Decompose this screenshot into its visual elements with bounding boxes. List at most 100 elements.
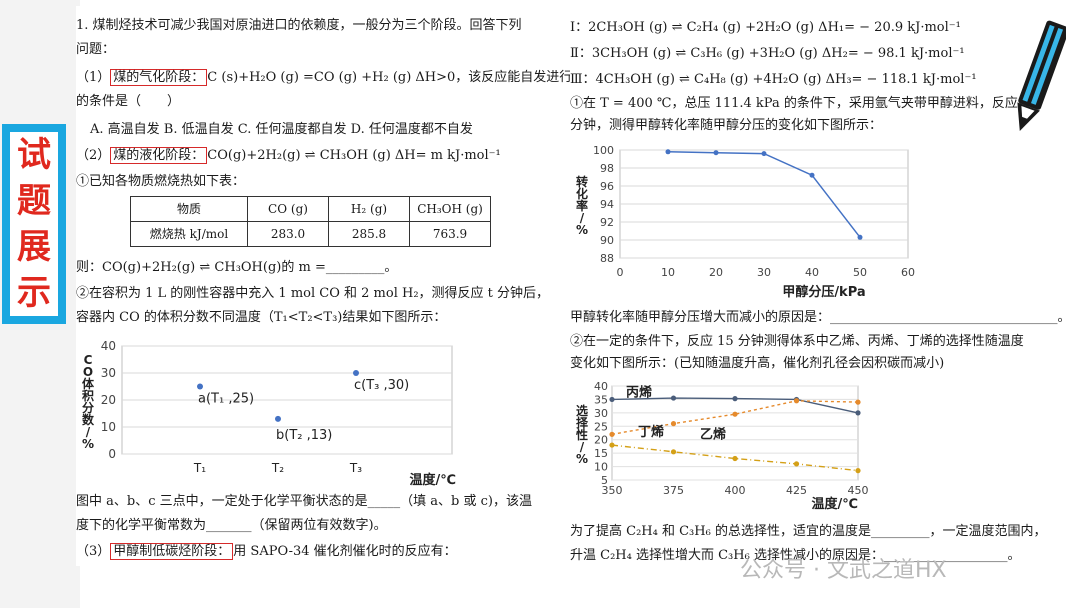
sidebar: 试 题 展 示 <box>0 0 80 608</box>
x-axis-label: 温度/℃ <box>812 496 859 512</box>
data-point <box>855 468 861 474</box>
y-tick-label: 94 <box>600 198 614 211</box>
x-tick-label: 375 <box>663 484 684 497</box>
section-badge: 试 题 展 示 <box>2 124 66 324</box>
sub-question-2-ask: 为了提高 C₂H₄ 和 C₃H₆ 的总选择性，适宜的温度是_________，一… <box>570 524 1047 539</box>
badge-char: 示 <box>17 273 51 313</box>
part3-line: （3） 甲醇制低碳烃阶段：用 SAPO-34 催化剂催化时的反应有： <box>76 542 457 562</box>
data-point <box>275 415 281 422</box>
y-axis-label: 转化率/% <box>576 174 588 237</box>
data-point <box>197 383 203 390</box>
data-point <box>761 151 767 157</box>
x-tick-label: 450 <box>848 484 869 497</box>
part2-sub2-cont: 容器内 CO 的体积分数不同温度（T₁<T₂<T₃)结果如下图所示： <box>76 310 447 325</box>
table-header: 物质 <box>130 196 248 222</box>
data-point <box>670 449 677 455</box>
data-label: c(T₃ ,30) <box>354 378 409 393</box>
data-point <box>713 150 719 156</box>
x-tick-label: 60 <box>901 266 915 279</box>
sub-question-2-ask-cont: 升温 C₂H₄ 选择性增大而 C₃H₆ 选择性减小的原因是：__________… <box>570 548 1021 563</box>
x-tick-label: 20 <box>709 266 723 279</box>
data-label: a(T₁ ,25) <box>198 392 254 407</box>
x-axis-label: 温度/℃ <box>410 472 457 486</box>
y-axis-label: C O 体积分数/% <box>82 353 95 451</box>
data-point <box>353 370 359 376</box>
table-header-row: 物质 CO (g) H₂ (g) CH₃OH (g) <box>130 196 491 222</box>
y-tick-label: 30 <box>101 366 116 380</box>
table-header: CH₃OH (g) <box>409 196 491 222</box>
series-line <box>611 444 859 472</box>
reaction-2: Ⅱ：3CH₃OH (g) ⇌ C₃H₆ (g) +3H₂O (g) ΔH₂= −… <box>570 46 965 61</box>
sub-question-1-cont: 分钟，测得甲醇转化率随甲醇分压的变化如下图所示： <box>570 118 883 133</box>
x-tick-label: 30 <box>757 266 771 279</box>
table-cell: 285.8 <box>328 221 410 247</box>
reaction-3: Ⅲ：4CH₃OH (g) ⇌ C₄H₈ (g) +4H₂O (g) ΔH₃= −… <box>570 72 977 87</box>
x-tick-label: 400 <box>725 484 746 497</box>
table-cell: 283.0 <box>247 221 329 247</box>
series-label: 乙烯 <box>700 426 726 442</box>
x-tick-label: T₁ <box>193 461 206 475</box>
part2-equation: CO(g)+2H₂(g) ⇌ CH₃OH (g) ΔH= m kJ·mol⁻¹ <box>207 148 501 163</box>
y-tick-label: 20 <box>101 393 116 407</box>
data-point <box>809 172 815 178</box>
x-tick-label: 350 <box>602 484 623 497</box>
reaction-1: Ⅰ：2CH₃OH (g) ⇌ C₂H₄ (g) +2H₂O (g) ΔH₁= −… <box>570 20 961 35</box>
y-tick-label: 35 <box>594 393 608 406</box>
part2-line: （2） 煤的液化阶段： CO(g)+2H₂(g) ⇌ CH₃OH (g) ΔH= m… <box>76 146 501 166</box>
question-title-cont: 问题： <box>76 42 116 57</box>
data-point <box>793 461 800 467</box>
data-point <box>670 395 677 401</box>
y-tick-label: 25 <box>594 420 608 433</box>
part1-line2: 的条件是（ ） <box>76 94 181 109</box>
y-tick-label: 98 <box>600 162 614 175</box>
watermark: 公众号 · 文武之道HX <box>740 558 947 583</box>
series-line <box>667 151 861 238</box>
y-axis-label: 选择性/% <box>575 403 589 466</box>
data-label: b(T₂ ,13) <box>276 428 332 443</box>
part1-options: A. 高温自发 B. 低温自发 C. 任何温度都自发 D. 任何温度都不自发 <box>90 122 473 137</box>
sub-question-1-ask: 甲醇转化率随甲醇分压增大而减小的原因是：____________________… <box>570 310 1071 325</box>
right-page: Ⅰ：2CH₃OH (g) ⇌ C₂H₄ (g) +2H₂O (g) ΔH₁= −… <box>570 6 1071 566</box>
data-point <box>793 398 800 404</box>
y-tick-label: 0 <box>108 447 116 461</box>
data-point <box>609 396 615 403</box>
question-title: 1. 煤制烃技术可减少我国对原油进口的依赖度，一般分为三个阶段。回答下列 <box>76 18 522 33</box>
data-point <box>732 455 738 462</box>
y-tick-label: 10 <box>101 420 116 434</box>
badge-char: 试 <box>17 135 51 175</box>
y-tick-label: 88 <box>600 252 614 265</box>
part2-number: （2） <box>76 148 111 163</box>
y-tick-label: 40 <box>101 339 116 353</box>
co-fraction-chart: 0 10 20 30 40 T₁ T₂ T₃ a(T₁ ,25) b(T₂ ,13) c(T₃ ,3… <box>82 339 457 486</box>
conversion-chart: 88 90 92 94 96 98 100 0 10 20 30 40 50 60 转化率/% 甲醇分压/kP… <box>576 144 915 300</box>
x-tick-label: 10 <box>661 266 675 279</box>
y-tick-label: 10 <box>594 461 608 474</box>
badge-char: 题 <box>17 181 51 221</box>
part1-highlight: 煤的气化阶段： <box>110 69 208 86</box>
x-tick-label: T₂ <box>271 461 284 475</box>
table-cell: 燃烧热 kJ/mol <box>130 221 248 247</box>
part1-number: （1） <box>76 70 111 85</box>
y-tick-label: 5 <box>601 474 608 487</box>
x-axis-label: 甲醇分压/kPa <box>782 284 865 300</box>
left-page: 1. 煤制烃技术可减少我国对原油进口的依赖度，一般分为三个阶段。回答下列 问题：… <box>76 6 572 566</box>
part3-highlight: 甲醇制低碳烃阶段： <box>110 543 234 560</box>
y-tick-label: 30 <box>594 407 608 420</box>
data-point <box>855 410 861 416</box>
series-label: 丙烯 <box>626 384 652 400</box>
table-header: CO (g) <box>247 196 329 222</box>
table-row: 燃烧热 kJ/mol 283.0 285.8 763.9 <box>130 221 491 247</box>
y-tick-label: 20 <box>594 434 608 447</box>
part2-ask: 则：CO(g)+2H₂(g) ⇌ CH₃OH(g)的 m =_________。 <box>76 260 398 275</box>
sub-question-2-cont: 变化如下图所示：(已知随温度升高，催化剂孔径会因积碳而减小) <box>570 356 945 371</box>
data-point <box>609 431 615 437</box>
x-tick-label: 425 <box>786 484 807 497</box>
part2-ask2: 图中 a、b、c 三点中，一定处于化学平衡状态的是_____（填 a、b 或 c… <box>76 494 532 509</box>
series-label: 丁烯 <box>638 424 664 440</box>
part3-text: 用 SAPO-34 催化剂催化时的反应有： <box>233 544 457 559</box>
y-tick-label: 96 <box>600 180 614 193</box>
data-point <box>857 234 863 240</box>
data-point <box>670 421 677 427</box>
heat-table: 物质 CO (g) H₂ (g) CH₃OH (g) 燃烧热 kJ/mol 28… <box>130 196 491 247</box>
